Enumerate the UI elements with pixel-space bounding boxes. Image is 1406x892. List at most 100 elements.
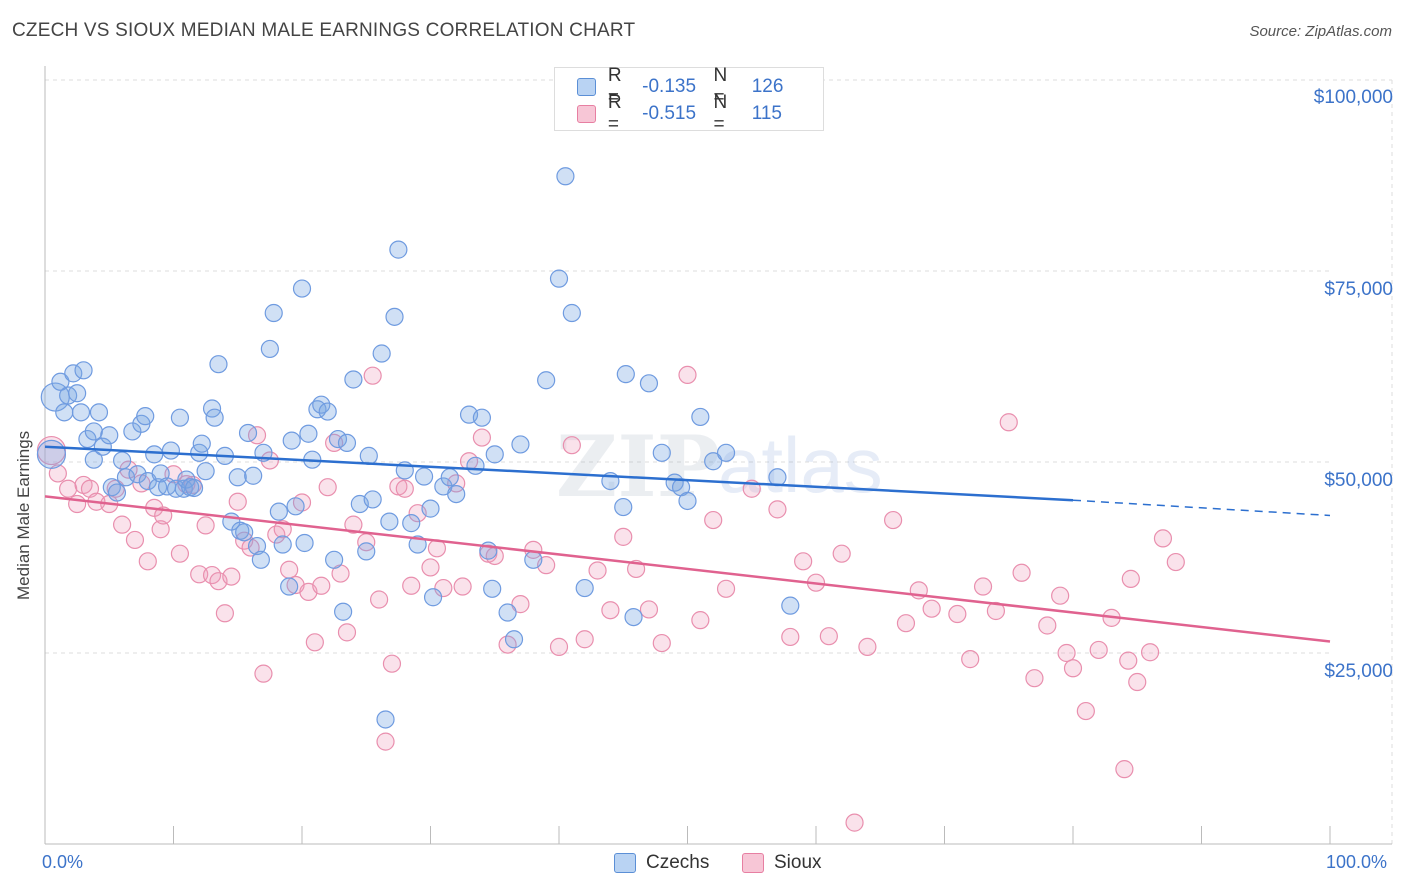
czech-point	[51, 372, 70, 391]
czech-point	[691, 407, 710, 427]
czech-point	[64, 364, 83, 383]
czech-trend-line	[44, 445, 1074, 502]
r-value: -0.135	[642, 76, 697, 97]
sioux-point	[678, 365, 697, 385]
sioux-point	[1038, 616, 1057, 635]
czech-point	[280, 577, 299, 596]
sioux-legend-swatch	[742, 853, 764, 873]
czech-point	[55, 403, 74, 422]
x-tick-min: 0.0%	[42, 852, 84, 872]
y-tick-labels: $25,000 $50,000 $75,000 $100,000	[1314, 87, 1393, 682]
legend-label-sioux: Sioux	[774, 852, 822, 873]
sioux-point	[344, 515, 363, 534]
sioux-point	[832, 544, 851, 563]
czech-point	[166, 479, 186, 498]
czech-point	[145, 445, 164, 464]
sioux-point	[228, 492, 247, 511]
sioux-point	[973, 577, 993, 596]
czech-point	[337, 433, 357, 452]
czech-point	[68, 384, 87, 403]
sioux-point	[260, 451, 279, 470]
czech-point	[107, 483, 127, 502]
czech-point	[768, 468, 787, 487]
czech-point	[575, 578, 594, 598]
axes	[44, 66, 1392, 845]
czech-point	[318, 402, 337, 421]
czech-point	[295, 533, 314, 553]
legend-item-czechs: Czechs	[614, 852, 709, 874]
sioux-point	[370, 590, 389, 609]
czech-point	[328, 429, 348, 449]
sioux-point	[1128, 672, 1147, 692]
y-tick-label: $50,000	[1324, 470, 1393, 491]
stats-legend: R = -0.135 N = 126 R = -0.515 N = 115	[554, 65, 824, 135]
y-tick-label: $25,000	[1324, 661, 1393, 682]
r-value: -0.515	[642, 103, 697, 124]
legend-label-czechs: Czechs	[646, 852, 710, 873]
czech-point	[334, 602, 353, 621]
stats-row-sioux: R = -0.515 N = 115	[577, 92, 823, 135]
sioux-point	[794, 552, 813, 571]
czech-point	[466, 456, 485, 475]
sioux-point	[222, 567, 241, 586]
czech-point	[89, 403, 109, 422]
czech-point	[264, 303, 283, 323]
trend-lines	[44, 445, 1331, 643]
sioux-point	[986, 601, 1006, 621]
sioux-point	[549, 637, 569, 656]
czech-point	[170, 408, 190, 427]
sioux-point	[125, 530, 145, 550]
czech-point	[235, 523, 254, 542]
sioux-point	[562, 436, 581, 455]
sioux-swatch	[577, 105, 596, 123]
czech-point	[247, 536, 267, 556]
r-label: R =	[607, 92, 622, 135]
sioux-point	[402, 576, 421, 595]
sioux-point	[312, 576, 331, 595]
czech-point	[678, 491, 697, 511]
sioux-point	[639, 600, 659, 619]
sioux-point	[254, 664, 273, 683]
y-axis-label: Median Male Earnings	[14, 430, 33, 600]
czech-point	[781, 596, 800, 615]
czech-point	[639, 374, 659, 393]
czech-point	[511, 435, 530, 454]
czech-point	[251, 550, 270, 569]
czech-point	[414, 467, 434, 486]
czech-point	[260, 339, 279, 359]
czech-point	[363, 490, 382, 509]
czech-point	[385, 307, 404, 326]
sioux-point	[196, 516, 215, 535]
n-value: 115	[751, 103, 782, 124]
sioux-point	[575, 630, 594, 649]
sioux-point	[858, 637, 877, 656]
legend-item-sioux: Sioux	[742, 852, 822, 874]
stats-row-czechs: R = -0.135 N = 126	[577, 65, 823, 108]
czech-point	[36, 439, 67, 469]
czech-point	[71, 403, 91, 422]
sioux-point	[896, 614, 916, 633]
source-label: Source: ZipAtlas.com	[1249, 23, 1392, 40]
czech-point	[614, 497, 633, 517]
sioux-point	[1115, 760, 1134, 779]
czech-point	[408, 535, 427, 554]
czech-point	[704, 452, 723, 471]
sioux-point	[716, 579, 736, 598]
sioux-point	[883, 510, 903, 530]
czech-point	[616, 365, 635, 384]
sioux-point	[704, 510, 723, 530]
sioux-point	[241, 538, 260, 557]
czech-point	[357, 542, 376, 561]
czech-point	[423, 588, 443, 607]
sioux-point	[588, 561, 607, 580]
sioux-point	[922, 599, 941, 618]
czech-point	[299, 424, 318, 443]
sioux-point	[691, 611, 710, 630]
czech-point	[286, 497, 305, 516]
sioux-point	[280, 560, 299, 579]
sioux-point	[318, 478, 337, 497]
sioux-point	[768, 500, 787, 519]
czech-point	[716, 443, 736, 462]
czech-trend-extension	[1072, 499, 1331, 517]
sioux-point	[601, 601, 620, 620]
